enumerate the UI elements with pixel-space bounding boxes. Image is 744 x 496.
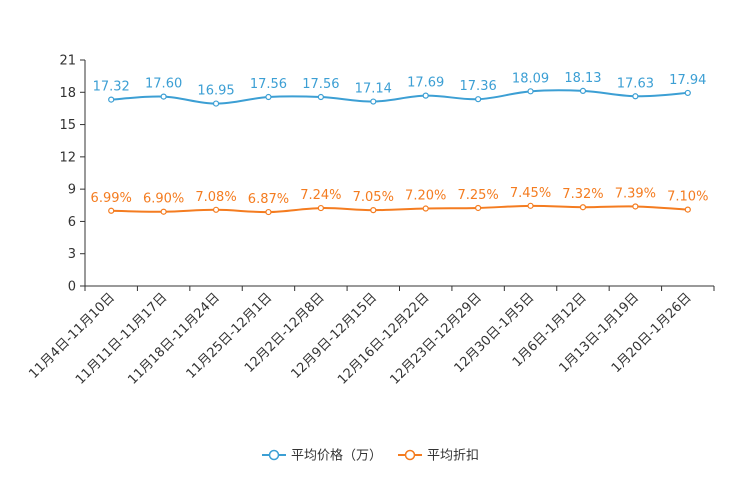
data-point [212,206,220,213]
x-tick-label: 12月16日-12月22日 [335,290,432,387]
y-tick-label: 6 [68,215,76,230]
data-point [422,205,429,212]
series-line [111,89,688,105]
data-point [579,87,587,94]
data-label: 7.24% [300,188,341,203]
y-tick-label: 3 [68,247,76,262]
data-label: 17.94 [669,73,706,88]
data-label: 7.25% [457,188,498,203]
x-tick-label: 11月18日-11月24日 [125,290,222,387]
data-point [265,93,272,101]
data-point [684,206,691,213]
data-label: 17.60 [145,77,182,92]
data-label: 6.99% [91,191,132,206]
series-1: 17.32 17.60 16.95 17.56 17.56 17.14 17.69 17.36… [93,71,706,107]
data-label: 17.69 [407,76,444,91]
axes: 0 3 6 9 12 15 18 21 11月4日-11月10日11月11日-11月17日11月… [26,54,715,388]
data-label: 18.13 [564,71,601,86]
data-label: 7.32% [562,187,603,202]
y-tick-label: 21 [59,54,76,69]
y-tick-label: 9 [68,183,76,198]
data-point [632,93,639,100]
data-point [317,204,324,212]
data-label: 7.39% [615,186,656,201]
y-tick-label: 12 [59,150,76,165]
data-label: 7.05% [353,190,394,205]
legend-label: 平均折扣 [427,449,479,464]
legend-label: 平均价格（万） [291,448,382,464]
data-point [160,208,167,215]
data-point [108,207,115,214]
data-label: 18.09 [512,71,549,86]
data-point [527,88,534,95]
data-point [370,207,377,214]
data-label: 16.95 [197,84,234,99]
x-tick-label: 11月4日-11月10日 [26,290,118,382]
data-point [212,100,220,107]
data-point [632,203,639,210]
x-tick-label: 12月23日-12月29日 [387,290,484,387]
data-point [160,93,167,100]
data-point [108,96,115,103]
data-label: 17.36 [460,79,497,94]
legend-swatch-marker [268,449,280,461]
data-point [527,202,534,209]
data-label: 6.87% [248,192,289,207]
data-label: 7.08% [195,190,236,205]
data-label: 7.20% [405,189,446,204]
data-label: 17.14 [355,82,392,97]
data-label: 17.56 [250,77,287,92]
legend-item-1: 平均价格（万） [262,448,382,464]
y-tick-label: 0 [68,280,76,295]
data-label: 17.32 [93,80,130,95]
data-point [579,204,587,211]
data-label: 17.63 [617,76,654,91]
legend-swatch-marker [404,449,416,461]
data-point [370,98,377,105]
data-point [684,89,691,97]
data-label: 17.56 [302,77,339,92]
data-point [317,93,324,101]
y-tick-label: 18 [59,86,76,101]
data-label: 6.90% [143,192,184,207]
data-point [422,92,429,99]
series-line [111,204,688,214]
data-point [475,204,482,212]
legend: 平均价格（万） 平均折扣 [262,448,479,464]
data-label: 7.45% [510,186,551,201]
x-tick-label: 11月11日-11月17日 [73,290,170,387]
data-label: 7.10% [667,190,708,205]
series-2: 6.99% 6.90% 7.08% 6.87% 7.24% 7.05% 7.20% 7.25%… [91,186,708,216]
legend-item-2: 平均折扣 [398,449,479,464]
data-point [475,96,482,103]
data-point [265,208,272,216]
series-layer: 17.32 17.60 16.95 17.56 17.56 17.14 17.69 17.36… [91,71,708,216]
y-tick-label: 15 [59,118,76,133]
